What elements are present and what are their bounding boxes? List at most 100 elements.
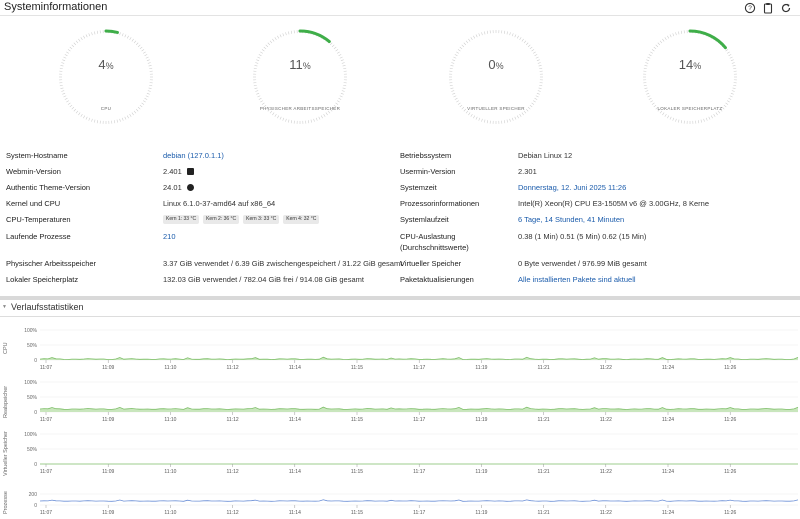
- x-tick-label: 11:14: [289, 510, 301, 516]
- x-tick-label: 11:09: [102, 365, 114, 371]
- cpu-temp-badge: Kern 3: 33 °C: [243, 215, 280, 224]
- x-tick-label: 11:10: [164, 510, 176, 516]
- gauge-value: 11: [289, 57, 303, 72]
- gauge-value: 14: [678, 57, 694, 72]
- disk-label: Lokaler Speicherplatz: [6, 275, 79, 284]
- y-tick-label: 50%: [27, 395, 38, 401]
- processes-link[interactable]: 210: [163, 232, 176, 241]
- chart-plot: 100% 50% 011:07 11:09 11:10 11:12 11:14 11:15 11…: [24, 380, 799, 423]
- x-tick-label: 11:21: [538, 510, 550, 516]
- x-tick-label: 11:12: [227, 365, 239, 371]
- gauge-label: PHYSISCHER ARBEITSSPEICHER: [259, 106, 341, 111]
- x-tick-label: 11:24: [662, 469, 674, 475]
- system-time-label: Systemzeit: [400, 183, 437, 192]
- x-tick-label: 11:26: [724, 510, 736, 516]
- gauge-progress-arc: [688, 29, 727, 50]
- updates-link[interactable]: Alle installierten Pakete sind aktuell: [518, 275, 636, 284]
- system-time-link[interactable]: Donnerstag, 12. Juni 2025 11:26: [518, 183, 627, 192]
- theme-icon[interactable]: [186, 184, 194, 191]
- x-tick-label: 11:24: [662, 365, 674, 371]
- chart-plot: 100% 50% 011:07 11:09 11:10 11:12 11:14 11:15 11…: [24, 432, 798, 475]
- load-sublabel: (Durchschnittswerte): [400, 243, 469, 252]
- gauge-unit: %: [495, 61, 504, 71]
- processes-label: Laufende Prozesse: [6, 232, 71, 241]
- uptime-link[interactable]: 6 Tage, 14 Stunden, 41 Minuten: [518, 215, 625, 224]
- x-tick-label: 11:21: [538, 417, 550, 423]
- x-tick-label: 11:22: [600, 417, 612, 423]
- section-divider: [0, 296, 800, 300]
- history-title: Verlaufsstatistiken: [10, 302, 84, 312]
- chart-ylabel: Prozesse: [3, 491, 9, 514]
- cpu-temp-list: Kern 1: 33 °C Kern 2: 36 °C Kern 3: 33 °…: [163, 215, 320, 224]
- x-tick-label: 11:19: [475, 510, 487, 516]
- gauge-physical-memory: 11% PHYSISCHER ARBEITSSPEICHER: [251, 28, 349, 126]
- swap-value: 0 Byte verwendet / 976.99 MiB gesamt: [518, 259, 647, 268]
- gauge-ring: [253, 29, 347, 124]
- refresh-icon[interactable]: [780, 2, 792, 14]
- webmin-version-value: 2.401: [163, 167, 182, 176]
- x-tick-label: 11:15: [351, 365, 363, 371]
- x-tick-label: 11:21: [538, 469, 550, 475]
- x-tick-label: 11:17: [413, 469, 425, 475]
- cpu-temp-badge: Kern 1: 33 °C: [163, 215, 200, 224]
- gauge-value: 0: [488, 57, 496, 72]
- x-tick-label: 11:22: [600, 510, 612, 516]
- x-tick-label: 11:07: [40, 365, 52, 371]
- chart-ylabel: Realspeicher: [3, 385, 9, 418]
- theme-version-label: Authentic Theme-Version: [6, 183, 91, 192]
- x-tick-label: 11:15: [351, 469, 363, 475]
- page-title: Systeminformationen: [4, 1, 108, 13]
- x-tick-label: 11:12: [227, 417, 239, 423]
- x-tick-label: 11:17: [413, 510, 425, 516]
- usermin-label: Usermin-Version: [400, 167, 456, 176]
- chart-plot: 100% 50% 011:07 11:09 11:10 11:12 11:14 11:15 11…: [24, 328, 799, 371]
- chart-ylabel: CPU: [3, 342, 9, 354]
- info-icon[interactable]: [186, 168, 194, 175]
- y-tick-label: 100%: [24, 380, 37, 386]
- x-tick-label: 11:14: [289, 469, 301, 475]
- uptime-label: Systemlaufzeit: [400, 215, 449, 224]
- history-toggle[interactable]: ▼ Verlaufsstatistiken: [0, 302, 84, 312]
- hostname-link[interactable]: debian (127.0.1.1): [163, 151, 224, 160]
- svg-text:?: ?: [748, 5, 752, 12]
- cpu-info-label: Prozessorinformationen: [400, 199, 480, 208]
- gauge-local-disk: 14% LOKALER SPEICHERPLATZ: [641, 28, 739, 126]
- gauge-ring: [449, 30, 543, 124]
- y-tick-label: 0: [34, 503, 37, 509]
- x-tick-label: 11:19: [475, 365, 487, 371]
- series-line: [39, 499, 799, 502]
- x-tick-label: 11:07: [40, 417, 52, 423]
- cpu-temp-badge: Kern 2: 36 °C: [203, 215, 240, 224]
- x-tick-label: 11:09: [102, 510, 114, 516]
- x-tick-label: 11:10: [164, 365, 176, 371]
- gauge-virtual-memory: 0% VIRTUELLER SPEICHER: [447, 28, 545, 126]
- os-value: Debian Linux 12: [518, 151, 573, 160]
- memory-value: 3.37 GiB verwendet / 6.39 GiB zwischenge…: [163, 259, 403, 268]
- gauge-cpu: 4% CPU: [57, 28, 155, 126]
- x-tick-label: 11:22: [600, 469, 612, 475]
- kernel-label: Kernel und CPU: [6, 199, 61, 208]
- x-tick-label: 11:15: [351, 510, 363, 516]
- y-tick-label: 0: [34, 462, 37, 468]
- gauge-progress-arc: [298, 29, 331, 44]
- gauge-value: 4: [98, 57, 106, 72]
- x-tick-label: 11:22: [600, 365, 612, 371]
- x-tick-label: 11:07: [40, 469, 52, 475]
- cpu-info-value: Intel(R) Xeon(R) CPU E3-1505M v6 @ 3.00G…: [518, 199, 710, 208]
- y-tick-label: 0: [34, 358, 37, 364]
- memory-label: Physischer Arbeitsspeicher: [6, 259, 97, 268]
- load-value: 0.38 (1 Min) 0.51 (5 Min) 0.62 (15 Min): [518, 232, 647, 241]
- cpu-temp-badge: Kern 4: 32 °C: [283, 215, 320, 224]
- y-tick-label: 0: [34, 410, 37, 416]
- gauge-unit: %: [693, 61, 702, 71]
- help-icon[interactable]: ?: [744, 2, 756, 14]
- x-tick-label: 11:09: [102, 417, 114, 423]
- x-tick-label: 11:07: [40, 510, 52, 516]
- gauge-label: VIRTUELLER SPEICHER: [467, 106, 525, 111]
- swap-history-chart: 100% 50% 0 11:07 11:09 11:10 11:12 11:14 11:15 11…: [0, 426, 800, 478]
- x-tick-label: 11:10: [164, 469, 176, 475]
- gauge-ring: [643, 29, 737, 124]
- gauge-label: CPU: [100, 106, 112, 111]
- y-tick-label: 100%: [24, 432, 37, 438]
- clipboard-icon[interactable]: [762, 2, 774, 14]
